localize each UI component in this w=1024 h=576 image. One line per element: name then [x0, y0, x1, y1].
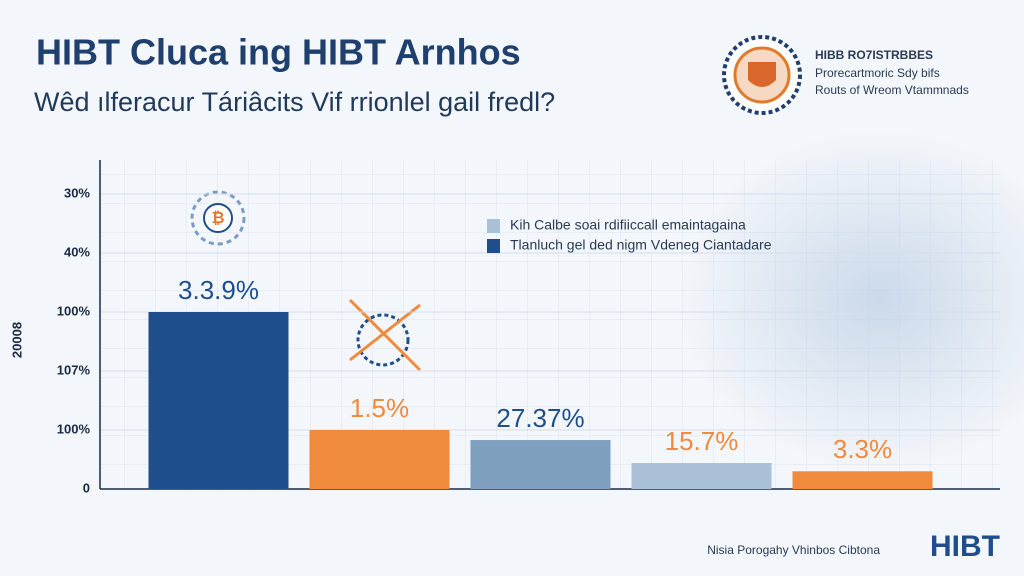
value-label: 1.5% — [350, 393, 409, 423]
y-tick-label: 100% — [57, 421, 91, 436]
bar — [148, 312, 289, 489]
logo-shield — [748, 62, 776, 87]
value-label: 3.3% — [833, 434, 892, 464]
value-label: 15.7% — [665, 426, 739, 456]
chart-subtitle: Wêd ılferacur Táriâcits Vif rrionlel gai… — [34, 87, 555, 117]
bar — [309, 430, 450, 489]
svg-text:₿: ₿ — [211, 209, 224, 227]
bar — [792, 471, 933, 489]
legend-swatch — [487, 239, 500, 253]
footer-logo: HIBT — [930, 530, 1000, 563]
chart-title: HIBT Cluca ing HIBT Arnhos — [36, 32, 521, 73]
bar — [470, 440, 611, 489]
value-label: 27.37% — [496, 403, 584, 433]
decor-cloud — [680, 130, 1024, 470]
legend-swatch — [487, 219, 500, 233]
logo — [722, 35, 802, 115]
brand-line: Routs of Wreom Vtammnads — [815, 83, 969, 97]
legend-label: Kih Calbe soai rdifiiccall emaintagaina — [510, 217, 746, 233]
y-tick-label: 100% — [57, 303, 91, 318]
y-tick-label: 40% — [64, 244, 90, 259]
value-label: 3.3.9% — [178, 275, 259, 305]
legend-label: Tlanluch gel ded nigm Vdeneg Ciantadare — [510, 237, 772, 253]
brand-name: HIBB RO7ISTRBBES — [815, 48, 933, 62]
y-tick-label: 0 — [83, 480, 90, 495]
bar — [631, 463, 772, 489]
y-axis-label: 20008 — [9, 322, 24, 358]
brand-line: Prorecartmoric Sdy bifs — [815, 66, 940, 80]
y-tick-label: 30% — [64, 185, 90, 200]
footer-text: Nisia Porogahy Vhinbos Cibtona — [707, 543, 880, 557]
y-tick-label: 107% — [57, 362, 91, 377]
decor-icon-bitcoin: ₿ — [190, 190, 246, 246]
